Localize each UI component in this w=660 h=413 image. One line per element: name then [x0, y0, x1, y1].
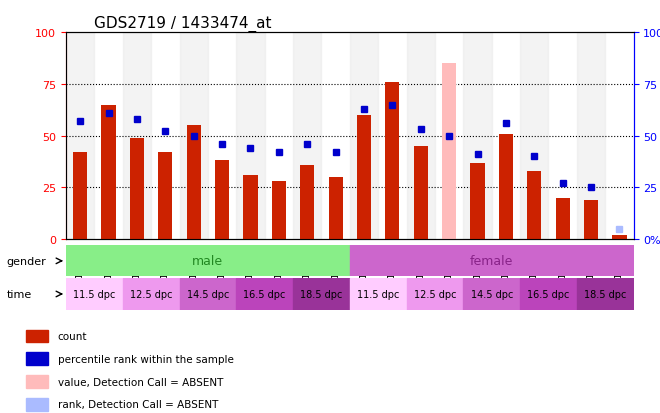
Text: 12.5 dpc: 12.5 dpc [414, 289, 456, 299]
Text: gender: gender [7, 256, 46, 266]
Bar [350, 33, 378, 240]
Bar [612, 235, 626, 240]
Bar [556, 198, 570, 240]
Bar [442, 64, 456, 240]
Bar [463, 33, 492, 240]
Bar [66, 33, 94, 240]
Bar [26, 375, 48, 388]
FancyBboxPatch shape [66, 279, 123, 310]
Bar [158, 153, 172, 240]
Bar [385, 83, 399, 240]
Bar [499, 134, 513, 240]
Bar [26, 398, 48, 411]
Bar [244, 176, 257, 240]
Bar [26, 353, 48, 365]
Bar [73, 153, 87, 240]
Text: 16.5 dpc: 16.5 dpc [244, 289, 286, 299]
Text: 11.5 dpc: 11.5 dpc [73, 289, 116, 299]
FancyBboxPatch shape [350, 246, 634, 277]
Bar [357, 116, 371, 240]
Bar [123, 33, 151, 240]
Bar [293, 33, 321, 240]
Text: count: count [57, 331, 87, 341]
Bar [130, 138, 144, 240]
Text: male: male [192, 255, 224, 268]
Text: 11.5 dpc: 11.5 dpc [357, 289, 399, 299]
FancyBboxPatch shape [463, 279, 520, 310]
FancyBboxPatch shape [236, 279, 293, 310]
Text: percentile rank within the sample: percentile rank within the sample [57, 354, 234, 364]
FancyBboxPatch shape [123, 279, 180, 310]
Bar [407, 33, 435, 240]
Text: 18.5 dpc: 18.5 dpc [584, 289, 626, 299]
Text: time: time [7, 289, 32, 299]
FancyBboxPatch shape [293, 279, 350, 310]
Bar [471, 163, 484, 240]
FancyBboxPatch shape [180, 279, 236, 310]
Text: 14.5 dpc: 14.5 dpc [187, 289, 229, 299]
FancyBboxPatch shape [407, 279, 463, 310]
Text: GDS2719 / 1433474_at: GDS2719 / 1433474_at [94, 16, 272, 32]
Text: 16.5 dpc: 16.5 dpc [527, 289, 570, 299]
Bar [577, 33, 605, 240]
Bar [300, 165, 314, 240]
Bar [180, 33, 208, 240]
FancyBboxPatch shape [520, 279, 577, 310]
Bar [414, 147, 428, 240]
Bar [272, 182, 286, 240]
Text: 14.5 dpc: 14.5 dpc [471, 289, 513, 299]
Bar [187, 126, 201, 240]
Text: value, Detection Call = ABSENT: value, Detection Call = ABSENT [57, 377, 223, 387]
Bar [520, 33, 548, 240]
Bar [102, 105, 116, 240]
FancyBboxPatch shape [577, 279, 634, 310]
Bar [236, 33, 265, 240]
Text: 12.5 dpc: 12.5 dpc [130, 289, 172, 299]
Bar [26, 330, 48, 342]
Bar [527, 171, 541, 240]
Text: rank, Detection Call = ABSENT: rank, Detection Call = ABSENT [57, 399, 218, 409]
FancyBboxPatch shape [66, 246, 350, 277]
Text: female: female [470, 255, 513, 268]
Bar [584, 200, 598, 240]
Bar [329, 178, 343, 240]
Bar [215, 161, 229, 240]
Text: 18.5 dpc: 18.5 dpc [300, 289, 343, 299]
FancyBboxPatch shape [350, 279, 407, 310]
